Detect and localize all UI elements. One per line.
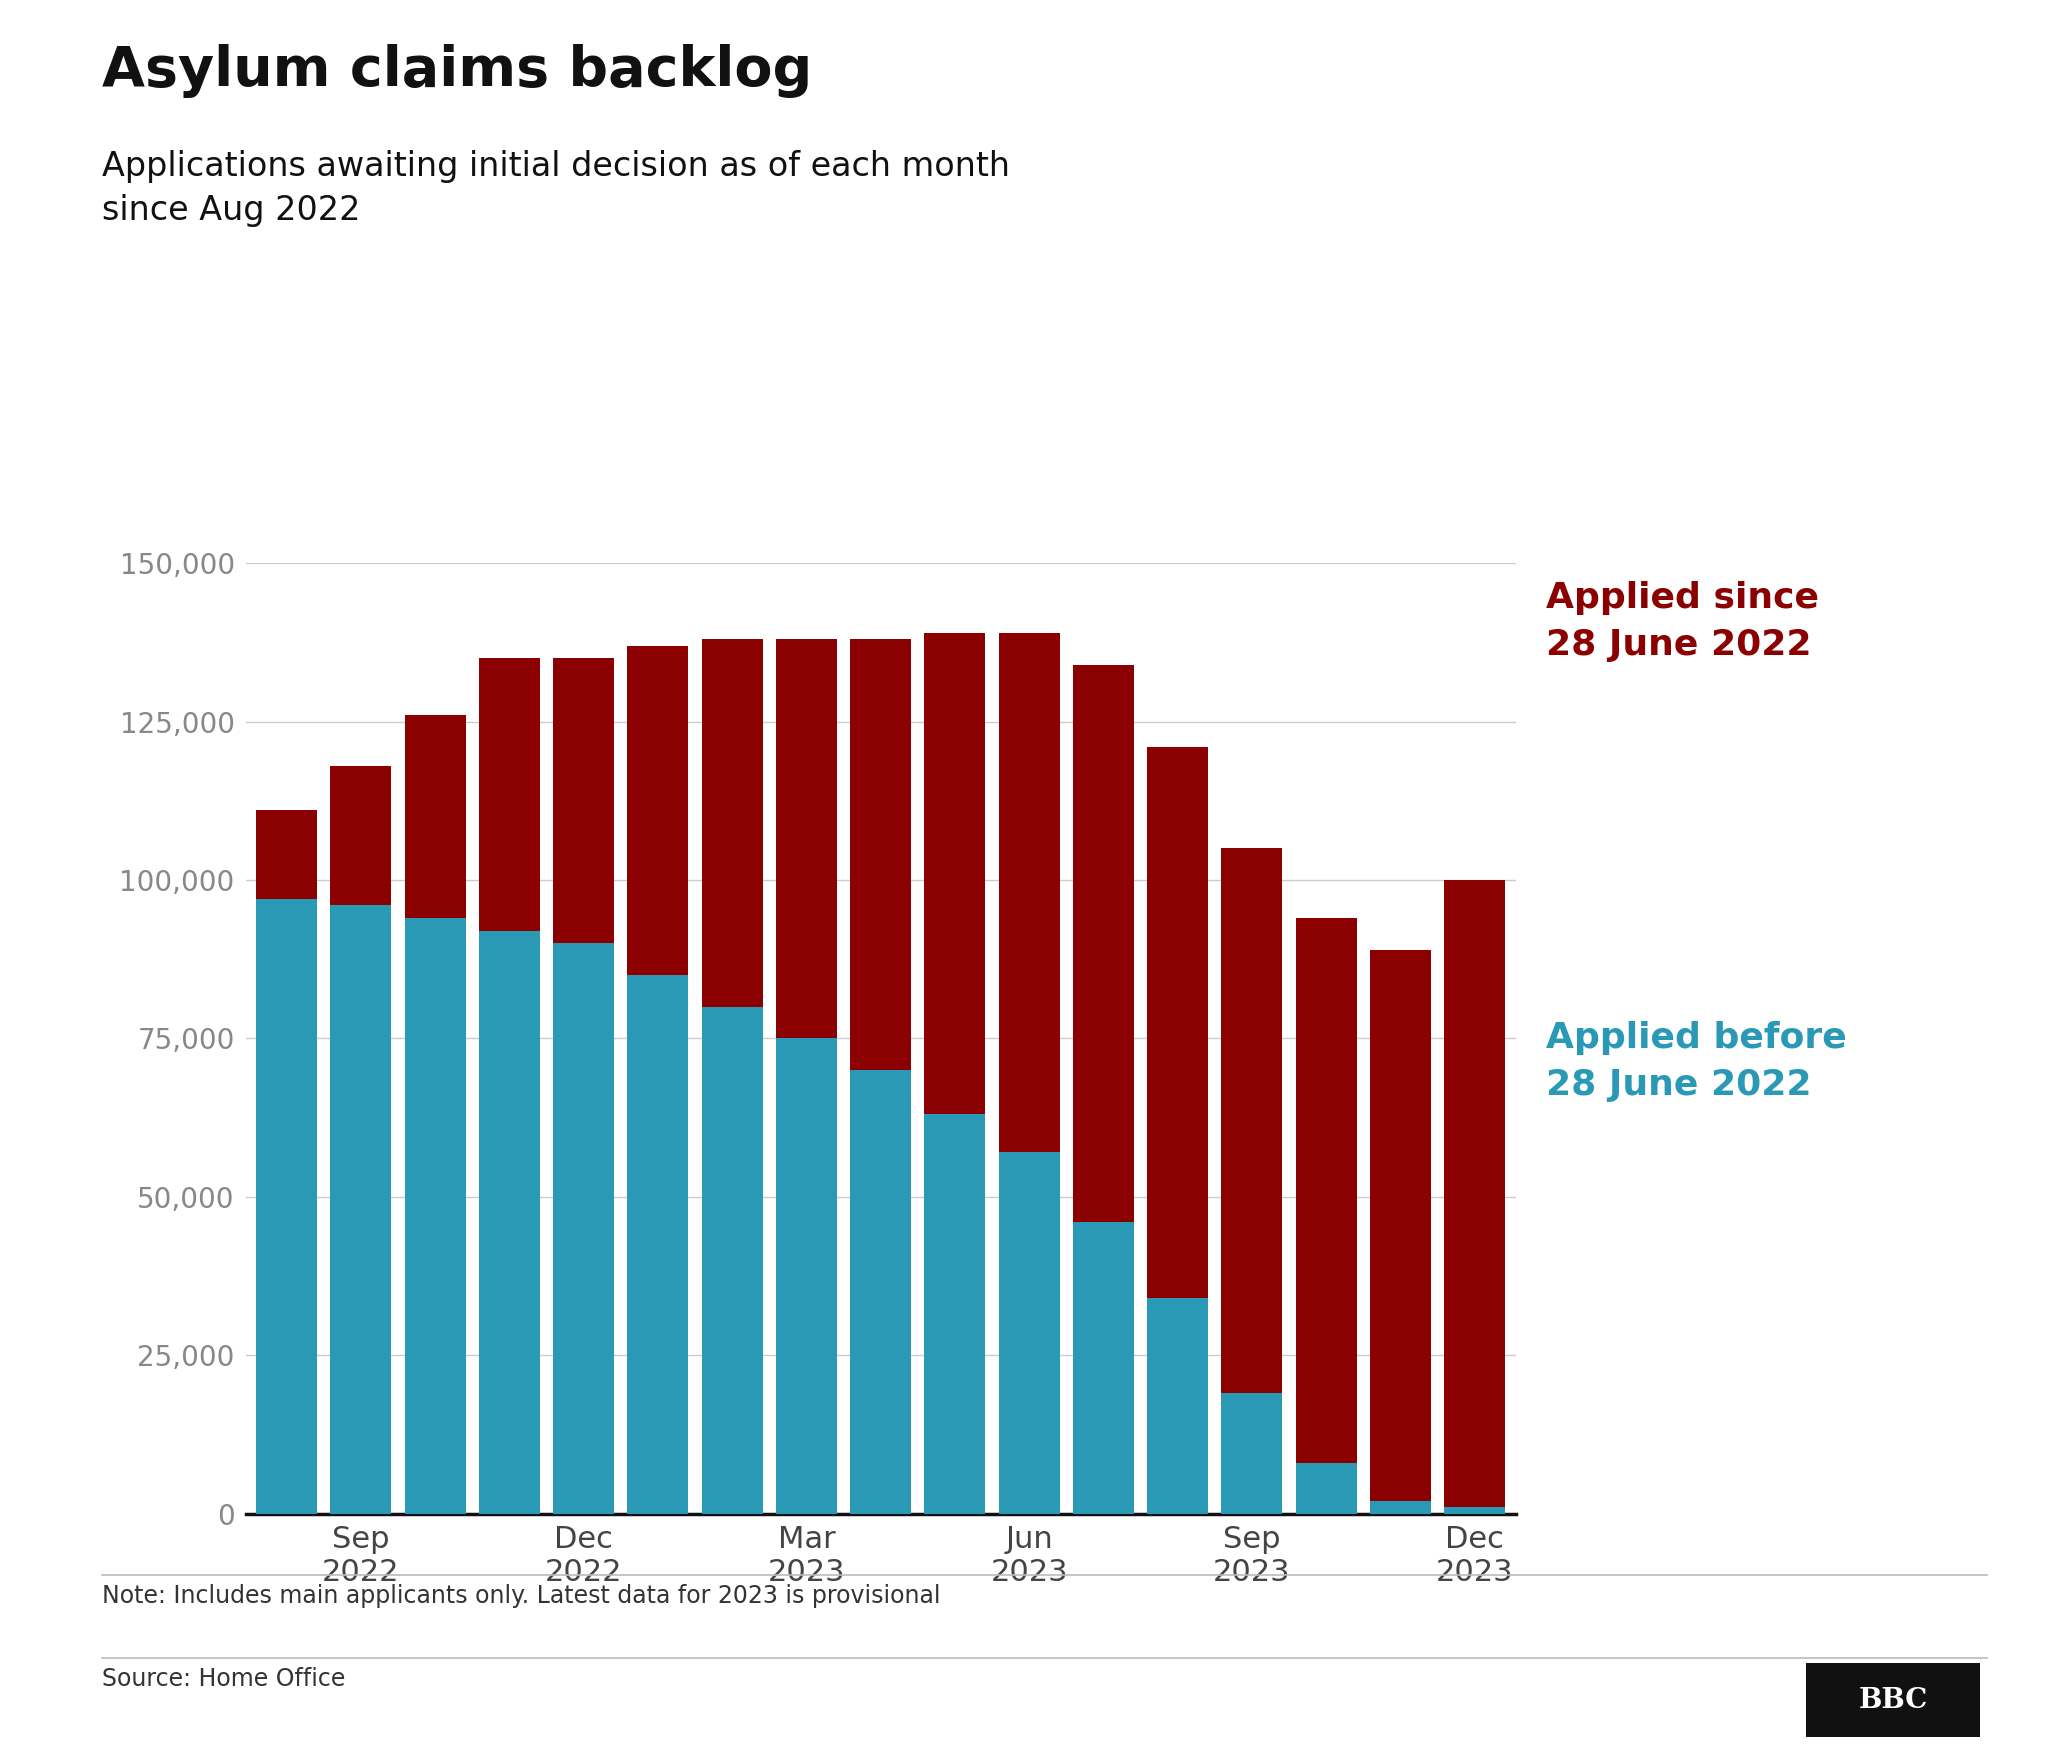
Text: Source: Home Office: Source: Home Office <box>102 1667 346 1691</box>
Bar <box>256 810 317 899</box>
Bar <box>256 899 317 1514</box>
Bar <box>776 1038 838 1514</box>
Text: Applied since
28 June 2022: Applied since 28 June 2022 <box>1546 581 1819 662</box>
Text: Note: Includes main applicants only. Latest data for 2023 is provisional: Note: Includes main applicants only. Lat… <box>102 1584 940 1609</box>
Bar <box>479 931 541 1514</box>
Bar <box>924 634 985 1114</box>
Bar <box>999 1153 1059 1514</box>
Bar <box>999 634 1059 1153</box>
Bar <box>479 658 541 931</box>
Bar <box>553 658 614 943</box>
Bar <box>850 639 911 1070</box>
Bar <box>702 639 762 1007</box>
Bar <box>553 943 614 1514</box>
Bar <box>1370 950 1432 1501</box>
Bar <box>627 646 688 975</box>
Bar <box>924 1114 985 1514</box>
Bar <box>627 975 688 1514</box>
Bar <box>406 919 465 1514</box>
Bar <box>1073 1221 1135 1514</box>
Bar <box>1221 1394 1282 1514</box>
Bar <box>1073 665 1135 1221</box>
Bar <box>1444 1507 1505 1514</box>
Bar <box>330 766 391 905</box>
Text: Applied before
28 June 2022: Applied before 28 June 2022 <box>1546 1021 1847 1102</box>
Bar <box>1221 848 1282 1394</box>
Bar <box>1296 919 1356 1463</box>
Bar <box>406 715 465 919</box>
Text: BBC: BBC <box>1860 1686 1927 1714</box>
Bar <box>776 639 838 1038</box>
Bar <box>1147 746 1208 1299</box>
Bar <box>702 1007 762 1514</box>
Bar <box>1444 880 1505 1507</box>
Bar <box>330 905 391 1514</box>
Bar <box>1147 1299 1208 1514</box>
Bar <box>1370 1501 1432 1514</box>
Bar <box>850 1070 911 1514</box>
Bar <box>1296 1463 1356 1514</box>
Text: Asylum claims backlog: Asylum claims backlog <box>102 44 813 99</box>
Text: Applications awaiting initial decision as of each month
since Aug 2022: Applications awaiting initial decision a… <box>102 150 1010 227</box>
